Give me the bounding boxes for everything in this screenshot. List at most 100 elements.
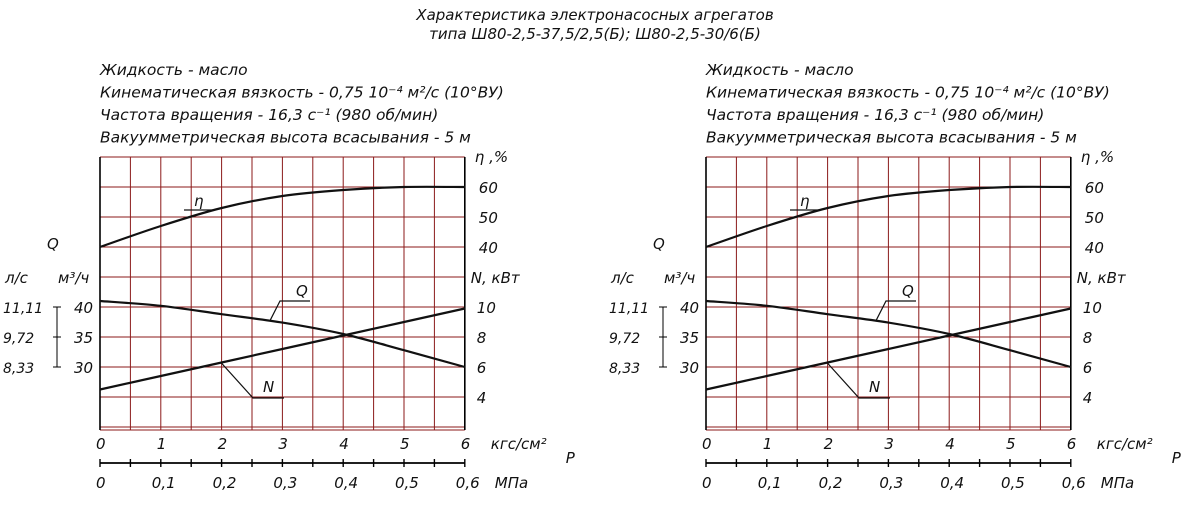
mpa-tick-label: 0 (96, 474, 106, 492)
undefined-leader (875, 300, 916, 321)
q-tick-ls: 8,33 (3, 361, 34, 377)
eta-curve-label: η (194, 192, 204, 210)
eta-axis-label: η ,% (1081, 148, 1114, 166)
n-axis-label: N, кВт (1077, 269, 1127, 287)
mpa-tick-label: 0,4 (334, 474, 358, 492)
q-tick-m3h: 40 (74, 299, 93, 317)
eta-tick-label: 60 (1085, 179, 1104, 197)
q-tick-m3h: 35 (680, 329, 699, 347)
x-tick-label: 1 (763, 435, 773, 453)
x-axis-label: кгс/см² (1097, 435, 1153, 453)
q-axis-title: Q (47, 235, 59, 253)
eta-tick-label: 50 (1085, 209, 1104, 227)
mpa-tick-label: 0,1 (152, 474, 176, 492)
info-line-4: Вакуумметрическая высота всасывания - 5 … (706, 129, 1077, 147)
info-line-3: Частота вращения - 16,3 с⁻¹ (980 об/мин) (706, 106, 1044, 124)
q-tick-m3h: 35 (74, 329, 93, 347)
chart-title-line-2: типа Ш80-2,5-37,5/2,5(Б); Ш80-2,5-30/6(Б… (429, 25, 761, 43)
info-line-1: Жидкость - масло (99, 61, 248, 79)
eta-tick-label: 40 (479, 239, 498, 257)
q-tick-ls: 8,33 (609, 361, 640, 377)
n-tick-label: 4 (477, 389, 487, 407)
x-tick-label: 6 (1067, 435, 1077, 453)
q-units-ls: л/с (4, 269, 29, 287)
chart-panel-2: Жидкость - масло Кинематическая вязкость … (609, 61, 1182, 492)
info-line-1: Жидкость - масло (705, 61, 854, 79)
chart-panel-1: Жидкость - масло Кинематическая вязкость … (3, 61, 576, 492)
mpa-tick-label: 0,6 (1062, 474, 1086, 492)
chart-title: Характеристика электронасосных агрегатов… (0, 6, 1190, 44)
n-tick-label: 6 (477, 359, 487, 377)
undefined-leader (790, 204, 840, 211)
q-tick-m3h: 30 (74, 359, 93, 377)
x-axis-letter: P (566, 449, 576, 467)
q-tick-ls: 11,11 (609, 301, 649, 317)
undefined-leader (184, 204, 234, 211)
q-units-ls: л/с (610, 269, 635, 287)
mpa-tick-label: 0,2 (819, 474, 843, 492)
x-tick-label: 3 (278, 435, 288, 453)
q-tick-ls: 9,72 (609, 331, 640, 347)
grid (705, 156, 1072, 431)
info-line-4: Вакуумметрическая высота всасывания - 5 … (100, 129, 471, 147)
x-tick-label: 0 (702, 435, 712, 453)
mpa-tick-label: 0,2 (213, 474, 237, 492)
x-tick-label: 4 (945, 435, 955, 453)
mpa-axis-label: МПа (1101, 474, 1134, 492)
q-units-m3h: м³/ч (58, 269, 89, 287)
x-tick-label: 5 (1006, 435, 1016, 453)
n-tick-label: 10 (477, 299, 496, 317)
x-tick-label: 2 (824, 435, 834, 453)
n-curve-label: N (263, 378, 274, 396)
n-tick-label: 6 (1083, 359, 1093, 377)
eta-axis-label: η ,% (475, 148, 508, 166)
mpa-tick-label: 0,3 (879, 474, 903, 492)
n-curve-label: N (869, 378, 880, 396)
q-tick-m3h: 30 (680, 359, 699, 377)
mpa-axis-label: МПа (495, 474, 528, 492)
eta-tick-label: 60 (479, 179, 498, 197)
q-units-m3h: м³/ч (664, 269, 695, 287)
n-tick-label: 8 (477, 329, 487, 347)
eta-tick-label: 40 (1085, 239, 1104, 257)
q-curve-label: Q (296, 282, 308, 300)
info-line-3: Частота вращения - 16,3 с⁻¹ (980 об/мин) (100, 106, 438, 124)
n-tick-label: 8 (1083, 329, 1093, 347)
chart-title-line-1: Характеристика электронасосных агрегатов (416, 6, 774, 24)
q-axis-title: Q (653, 235, 665, 253)
grid (99, 156, 466, 431)
eta-curve (99, 185, 465, 249)
n-tick-label: 4 (1083, 389, 1093, 407)
q-tick-m3h: 40 (680, 299, 699, 317)
x-tick-label: 4 (339, 435, 349, 453)
mpa-tick-label: 0,6 (456, 474, 480, 492)
x-tick-label: 1 (157, 435, 167, 453)
mpa-tick-label: 0 (702, 474, 712, 492)
eta-tick-label: 50 (479, 209, 498, 227)
info-line-2: Кинематическая вязкость - 0,75 10⁻⁴ м²/с… (706, 84, 1110, 102)
q-tick-ls: 11,11 (3, 301, 43, 317)
mpa-tick-label: 0,4 (940, 474, 964, 492)
mpa-tick-label: 0,1 (758, 474, 782, 492)
q-tick-ls: 9,72 (3, 331, 34, 347)
undefined-leader (269, 300, 310, 321)
mpa-tick-label: 0,5 (1001, 474, 1025, 492)
x-tick-label: 0 (96, 435, 106, 453)
x-tick-label: 2 (218, 435, 228, 453)
x-axis-label: кгс/см² (491, 435, 547, 453)
mpa-tick-label: 0,3 (273, 474, 297, 492)
eta-curve (705, 185, 1071, 249)
n-tick-label: 10 (1083, 299, 1102, 317)
eta-curve-label: η (800, 192, 810, 210)
info-line-2: Кинематическая вязкость - 0,75 10⁻⁴ м²/с… (100, 84, 504, 102)
mpa-tick-label: 0,5 (395, 474, 419, 492)
x-axis-letter: P (1172, 449, 1182, 467)
q-curve-label: Q (902, 282, 914, 300)
x-tick-label: 3 (884, 435, 894, 453)
n-axis-label: N, кВт (471, 269, 521, 287)
undefined-leader (827, 362, 890, 399)
undefined-leader (221, 362, 284, 399)
x-tick-label: 6 (461, 435, 471, 453)
x-tick-label: 5 (400, 435, 410, 453)
